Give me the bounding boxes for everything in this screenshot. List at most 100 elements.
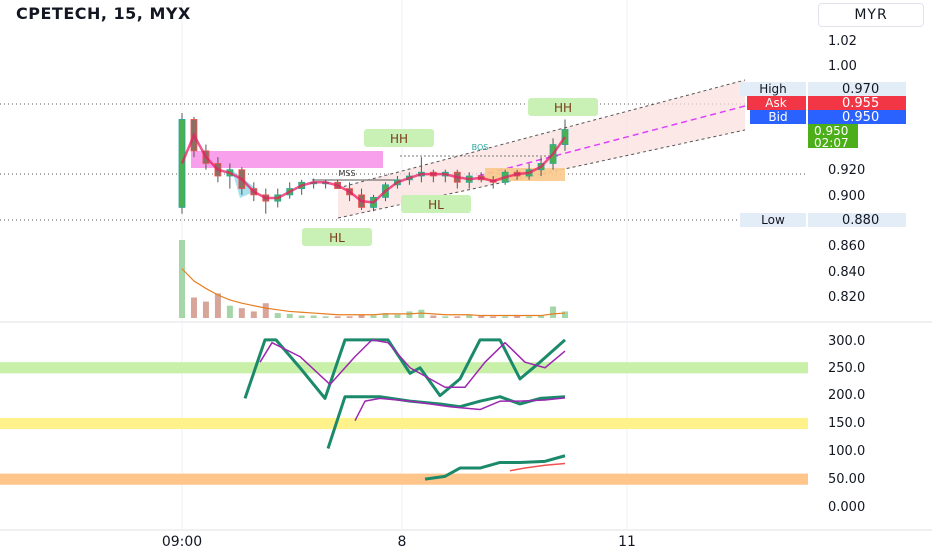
low-marker-value-bg (808, 213, 906, 227)
osc-tick: 0.000 (828, 500, 865, 515)
channel-mid-line (477, 105, 746, 177)
volume-bar (406, 311, 413, 318)
oscillator-line (259, 339, 566, 388)
bid-marker-label: Bid (768, 110, 787, 124)
volume-bar (442, 316, 449, 318)
osc-tick: 250.0 (828, 361, 865, 376)
volume-bar (190, 297, 197, 318)
osc-tick: 300.0 (828, 334, 865, 349)
volume-bar (370, 315, 377, 318)
volume-bar (346, 316, 353, 318)
hl-label-2: HL (428, 198, 444, 212)
volume-bar (454, 316, 461, 318)
osc-tick: 200.0 (828, 388, 865, 403)
volume-bar (502, 316, 509, 318)
volume-bar (298, 315, 305, 318)
volume-bar (394, 314, 401, 318)
channel-upper-line (337, 79, 746, 189)
volume-bar (466, 314, 473, 318)
volume-bar (382, 313, 389, 318)
volume-bar (202, 301, 209, 318)
price-tick: 0.860 (828, 239, 865, 254)
hh-label-box-2 (528, 98, 598, 116)
low-marker-value: 0.880 (842, 213, 879, 228)
volume-bar (514, 315, 521, 318)
bos-label: BOS (472, 143, 489, 152)
oscillator-band (0, 473, 808, 485)
oscillator-line (354, 397, 566, 422)
volume-bar (214, 293, 221, 318)
volume-bar (430, 315, 437, 318)
volume-bar (262, 303, 269, 318)
volume-bar (562, 311, 568, 318)
time-tick: 8 (398, 534, 407, 550)
osc-tick: 100.0 (828, 444, 865, 459)
time-tick: 09:00 (162, 534, 202, 550)
high-marker-label-bg (740, 82, 806, 96)
ascending-channel (338, 80, 745, 218)
mss-label: MSS (338, 169, 355, 178)
volume-bars (179, 240, 568, 318)
volume-ma-line (181, 268, 566, 317)
volume-bar (226, 305, 233, 318)
price-tick: 0.920 (828, 163, 865, 178)
volume-bar (250, 311, 257, 318)
volume-bar (286, 313, 293, 318)
last-price-value: 0.950 (814, 124, 848, 138)
ask-marker-label-bg (747, 96, 806, 110)
oscillator-line (509, 462, 566, 472)
hl-label-box-1 (302, 228, 372, 246)
bid-marker-value: 0.950 (842, 110, 879, 125)
oscillator-lines (243, 338, 566, 481)
last-price-bg (808, 124, 858, 148)
low-marker-label-bg (740, 213, 806, 227)
low-marker-label: Low (761, 213, 785, 227)
high-marker-value-bg (808, 82, 906, 96)
volume-bar (179, 240, 185, 318)
time-axis[interactable]: 09:00 8 11 (162, 534, 636, 550)
price-tick: 1.02 (828, 34, 857, 49)
hh-label-2: HH (554, 101, 572, 115)
currency-button[interactable]: MYR (818, 3, 924, 27)
price-tick: 0.900 (828, 189, 865, 204)
oscillator-axis[interactable]: 300.0 250.0 200.0 150.0 100.0 50.00 0.00… (828, 334, 865, 515)
bar-countdown: 02:07 (814, 136, 849, 150)
oscillator-bands (0, 362, 808, 485)
hl-label-1: HL (329, 231, 345, 245)
time-tick: 11 (618, 534, 636, 550)
volume-bar (310, 315, 317, 318)
volume-bar (358, 314, 365, 318)
supply-zone (191, 151, 383, 168)
price-axis[interactable]: 1.02 1.00 0.920 0.900 0.860 0.840 0.820 … (740, 34, 906, 305)
hh-label-1: HH (390, 132, 408, 146)
ask-marker-label: Ask (765, 96, 786, 110)
bid-marker-label-bg (750, 110, 806, 124)
volume-bar (274, 313, 281, 318)
volume-bar (478, 315, 485, 318)
candlesticks (178, 113, 569, 214)
oscillator-line (424, 454, 566, 481)
price-tick: 0.820 (828, 290, 865, 305)
oscillator-band (0, 417, 808, 430)
volume-bar (538, 315, 545, 318)
price-tick: 0.840 (828, 265, 865, 280)
oscillator-band (0, 362, 808, 374)
osc-tick: 150.0 (828, 416, 865, 431)
symbol-title[interactable]: CPETECH, 15, MYX (16, 4, 191, 23)
high-marker-label: High (759, 82, 787, 96)
volume-bar (550, 306, 557, 318)
price-tick: 1.00 (828, 59, 857, 74)
ask-marker-value: 0.955 (842, 96, 879, 111)
volume-bar (334, 316, 341, 318)
high-marker-value: 0.970 (842, 82, 879, 97)
volume-bar (526, 316, 533, 318)
volume-bar (322, 316, 329, 318)
volume-bar (490, 316, 497, 318)
ask-marker-value-bg (808, 96, 906, 110)
oscillator-line (326, 395, 566, 449)
trend-ma-line (180, 132, 567, 204)
hh-label-box-1 (364, 129, 434, 147)
hl-label-box-2 (401, 195, 471, 213)
bid-marker-value-bg (808, 110, 906, 124)
